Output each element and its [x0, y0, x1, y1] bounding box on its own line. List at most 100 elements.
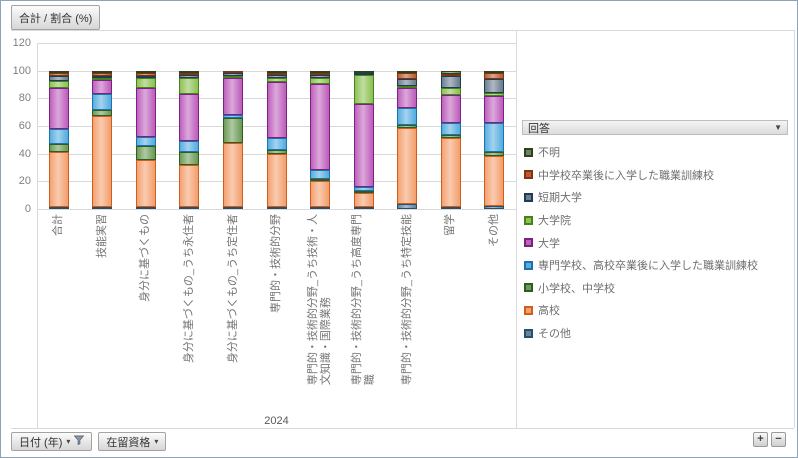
frame-bottom-line	[11, 428, 794, 429]
frame-top-line	[11, 30, 794, 31]
visa-field-button[interactable]: 在留資格 ▾	[98, 432, 167, 451]
bar-segment	[484, 72, 505, 79]
bar-segment	[92, 93, 113, 110]
date-field-label: 日付 (年)	[19, 436, 63, 449]
stacked-bar	[223, 70, 243, 209]
bar-segment	[353, 187, 374, 191]
bar-segment	[135, 78, 156, 88]
legend-label: その他	[538, 328, 571, 341]
y-axis-tick-label: 100	[12, 64, 31, 77]
bar-segment	[179, 73, 200, 76]
legend-item: 大学院	[524, 209, 792, 232]
legend-swatch	[524, 305, 533, 315]
legend-field-button[interactable]: 回答 ▼	[522, 120, 788, 135]
bar-segment	[135, 206, 156, 209]
stacked-bar	[440, 70, 461, 209]
bar-segment	[266, 70, 287, 74]
bar-segment	[266, 206, 287, 209]
x-axis-category-label: 留学	[444, 214, 457, 236]
x-axis-category-label: 身分に基づくもの	[139, 214, 152, 302]
value-field-button[interactable]: 合計 / 割合 (%)	[11, 5, 101, 30]
bar-segment	[484, 93, 505, 96]
bar-segment	[440, 95, 461, 123]
bar-segment	[266, 73, 287, 76]
legend-label: 高校	[538, 305, 560, 318]
bar-segment	[48, 73, 69, 77]
dropdown-arrow-icon[interactable]: ▾	[66, 436, 71, 446]
bar-segment	[353, 190, 374, 193]
gridline	[38, 209, 516, 210]
bar-segment	[223, 114, 243, 119]
zoom-out-button[interactable]: −	[771, 432, 786, 447]
bar-segment	[484, 205, 505, 209]
legend-item: 中学校卒業後に入学した職業訓練校	[524, 164, 792, 187]
zoom-in-button[interactable]: +	[753, 432, 768, 447]
legend-label: 小学校、中学校	[538, 282, 615, 295]
legend-swatch	[524, 238, 533, 248]
bar-segment	[397, 204, 418, 209]
x-axis-category-label: 合計	[52, 214, 65, 236]
stacked-bar	[135, 70, 156, 209]
bar-segment	[135, 70, 156, 74]
filter-funnel-icon	[73, 435, 85, 448]
stacked-bar	[310, 70, 330, 209]
bar-segment	[353, 72, 374, 75]
bar-segment	[135, 137, 156, 147]
x-axis-category-label: 技能実習	[95, 214, 108, 258]
legend-swatch	[524, 283, 533, 293]
legend-item: 専門学校、高校卒業後に入学した職業訓練校	[524, 254, 792, 277]
x-axis-category-label: 身分に基づくもの_うち永住者	[182, 214, 195, 364]
bar-segment	[440, 206, 461, 209]
dropdown-arrow-icon[interactable]: ▼	[774, 122, 782, 132]
bar-segment	[484, 78, 505, 94]
bar-segment	[48, 144, 69, 152]
bar-segment	[310, 181, 330, 207]
bar-segment	[223, 118, 243, 143]
bar-segment	[223, 77, 243, 115]
bar-segment	[48, 70, 69, 74]
bar-segment	[223, 206, 243, 209]
y-axis-line	[37, 43, 38, 428]
bar-segment	[353, 70, 374, 73]
stacked-bar	[92, 70, 113, 209]
bar-segment	[92, 80, 113, 94]
bar-segment	[266, 77, 287, 83]
bar-segment	[48, 76, 69, 82]
legend-field-label: 回答	[528, 122, 550, 135]
date-field-button[interactable]: 日付 (年) ▾	[11, 432, 93, 451]
bar-segment	[440, 76, 461, 88]
bar-segment	[484, 152, 505, 157]
bar-segment	[179, 152, 200, 165]
y-axis-tick-label: 120	[12, 37, 31, 50]
legend-item: その他	[524, 322, 792, 345]
bar-segment	[353, 192, 374, 207]
bar-segment	[310, 169, 330, 180]
x-axis-category-label: 身分に基づくもの_うち定住者	[226, 214, 239, 364]
bar-segment	[48, 81, 69, 88]
bar-segment	[310, 73, 330, 76]
bar-segment	[440, 87, 461, 96]
legend-label: 不明	[538, 147, 560, 160]
bar-segment	[440, 134, 461, 139]
bar-segment	[179, 93, 200, 142]
bar-segment	[92, 76, 113, 79]
bar-segment	[266, 153, 287, 207]
legend: 不明 中学校卒業後に入学した職業訓練校 短期大学 大学院 大学 専門学校、高校卒業後に入学…	[524, 141, 792, 344]
bar-segment	[397, 127, 418, 205]
legend-swatch	[524, 147, 533, 157]
legend-label: 大学院	[538, 215, 571, 228]
bar-segment	[484, 96, 505, 124]
stacked-bar	[397, 70, 418, 209]
legend-swatch	[524, 192, 533, 202]
x-axis-category-label: 専門的・技術的分野	[270, 214, 282, 313]
legend-label: 専門学校、高校卒業後に入学した職業訓練校	[538, 260, 758, 273]
dropdown-arrow-icon[interactable]: ▾	[154, 436, 159, 446]
bar-segment	[179, 75, 200, 79]
y-axis-tick-label: 0	[24, 203, 31, 215]
bar-segment	[353, 104, 374, 188]
bar-segment	[397, 70, 418, 74]
bar-segment	[92, 72, 113, 77]
legend-item: 大学	[524, 231, 792, 254]
legend-divider-line	[516, 30, 517, 428]
